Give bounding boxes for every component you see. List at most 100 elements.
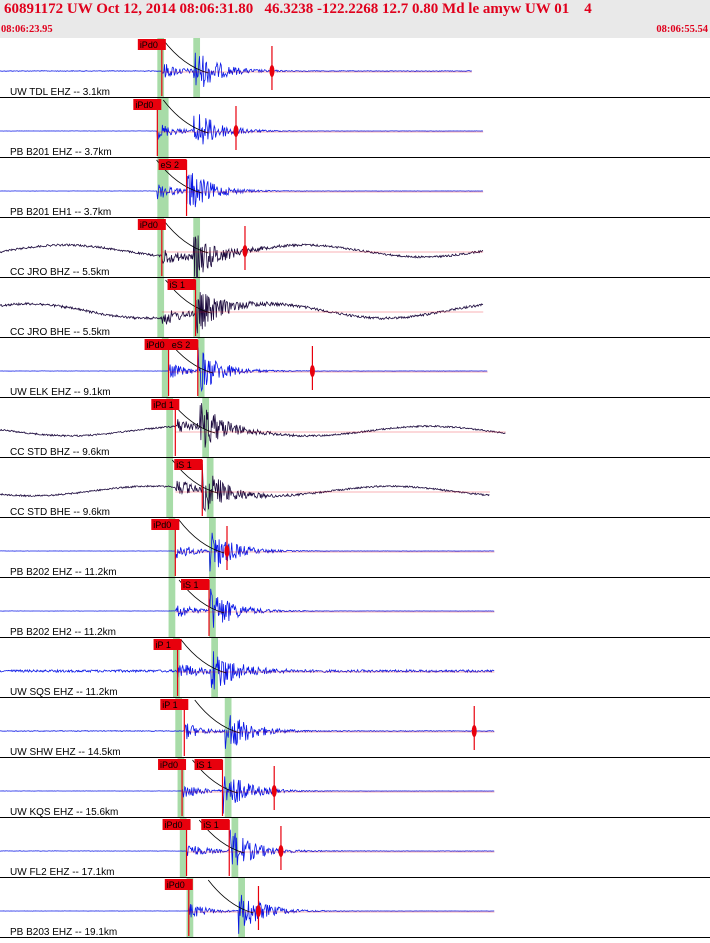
coda-tick-marker (309, 365, 315, 377)
trace-panel: iP 1 UW SQS EHZ -- 11.2km (0, 638, 710, 698)
p-pick-flag (151, 399, 180, 410)
p-window (166, 398, 174, 458)
p-pick-label: iPd0 (135, 100, 153, 110)
station-label: UW SHW EHZ -- 14.5km (10, 747, 121, 758)
trace-panel: iPd0 PB B201 EHZ -- 3.7km (0, 98, 710, 158)
s-pick-label: iS 1 (183, 580, 199, 590)
station-label: UW KQS EHZ -- 15.6km (10, 807, 118, 818)
coda-curve (180, 639, 227, 674)
station-label: UW TDL EHZ -- 3.1km (10, 87, 110, 98)
coda-tick-marker (269, 65, 275, 77)
waveform (0, 715, 495, 749)
trace-panel: iPd0 eS 2 UW ELK EHZ -- 9.1km (0, 338, 710, 398)
s-pick-label: iS 1 (197, 760, 213, 770)
p-window (168, 578, 176, 638)
station-label: CC STD BHZ -- 9.6km (10, 447, 109, 458)
s-pick-label: eS 2 (172, 340, 191, 350)
waveform (0, 588, 495, 628)
p-pick-flag (137, 219, 166, 230)
seismogram-panel: iPd0 UW TDL EHZ -- 3.1km iPd0 PB B201 EHZ -… (0, 38, 710, 938)
s-window (202, 398, 210, 458)
station-label: PB B201 EHZ -- 3.7km (10, 147, 112, 158)
coda-curve (178, 519, 225, 554)
waveform (0, 114, 483, 145)
end-time: 08:06:55.54 (656, 24, 708, 35)
s-pick-label: eS 2 (161, 160, 180, 170)
trace-panel: iPd0 iS 1 UW FL2 EHZ -- 17.1km (0, 818, 710, 878)
s-pick-flag (181, 579, 210, 590)
waveform (0, 651, 495, 690)
coda-curve (207, 879, 254, 914)
trace-panel: eS 2 PB B201 EH1 -- 3.7km (0, 158, 710, 218)
coda-tick-marker (233, 125, 239, 137)
waveform (0, 776, 495, 814)
station-label: UW ELK EHZ -- 9.1km (10, 387, 111, 398)
coda-tick-marker (255, 905, 261, 917)
waveform (0, 464, 490, 512)
station-label: UW SQS EHZ -- 11.2km (10, 687, 118, 698)
p-window (179, 818, 187, 878)
s-window (193, 38, 201, 98)
event-header: 60891172 UW Oct 12, 2014 08:06:31.80 46.… (0, 0, 710, 38)
station-label: PB B203 EHZ -- 19.1km (10, 927, 117, 938)
s-pick-flag (158, 159, 187, 170)
p-pick-label: iP 1 (156, 640, 171, 650)
p-window (166, 458, 174, 518)
start-time: 08:06:23.95 (1, 24, 53, 35)
coda-tick-marker (278, 845, 284, 857)
waveform (0, 292, 484, 334)
s-window (224, 758, 232, 818)
trace-panel: iS 1 CC JRO BHE -- 5.5km (0, 278, 710, 338)
p-pick-flag (133, 99, 162, 110)
trace-panel: iS 1 CC STD BHE -- 9.6km (0, 458, 710, 518)
s-window (231, 818, 239, 878)
p-window (157, 218, 165, 278)
p-pick-label: iP 1 (162, 700, 177, 710)
station-label: CC STD BHE -- 9.6km (10, 507, 110, 518)
waveform (0, 173, 483, 208)
s-window (211, 638, 219, 698)
p-window (173, 638, 180, 698)
waveform (0, 347, 488, 393)
p-pick-flag (151, 519, 180, 530)
waveform (0, 403, 506, 448)
p-pick-flag (137, 39, 166, 50)
trace-panel: iPd0 iS 1 UW KQS EHZ -- 15.6km (0, 758, 710, 818)
station-label: CC JRO BHZ -- 5.5km (10, 267, 109, 278)
station-label: PB B202 EH2 -- 11.2km (10, 627, 116, 638)
coda-curve (162, 99, 209, 134)
s-window (209, 518, 216, 578)
coda-tick-marker (242, 245, 248, 257)
p-pick-label: iPd0 (153, 520, 171, 530)
coda-tick-marker (224, 545, 230, 557)
p-window (157, 98, 165, 158)
coda-curve (162, 219, 209, 254)
s-pick-label: iS 1 (203, 820, 219, 830)
p-pick-label: iPd0 (165, 820, 183, 830)
trace-panel: iS 1 PB B202 EH2 -- 11.2km (0, 578, 710, 638)
coda-curve (194, 699, 240, 734)
p-window (175, 698, 183, 758)
p-window (161, 338, 169, 398)
waveform (0, 894, 495, 934)
station-label: PB B201 EH1 -- 3.7km (10, 207, 111, 218)
s-window (224, 698, 232, 758)
trace-panel: iPd0 PB B203 EHZ -- 19.1km (0, 878, 710, 938)
trace-panel: iPd0 CC JRO BHZ -- 5.5km (0, 218, 710, 279)
s-window (197, 338, 205, 398)
waveform (0, 235, 484, 279)
p-pick-flag (164, 879, 193, 890)
p-window (157, 278, 165, 338)
trace-panel: iP 1 UW SHW EHZ -- 14.5km (0, 698, 710, 758)
s-pick-flag (194, 759, 223, 770)
s-pick-flag (169, 339, 198, 350)
coda-tick-marker (471, 725, 477, 737)
waveform (0, 532, 495, 572)
p-window (168, 518, 176, 578)
station-label: UW FL2 EHZ -- 17.1km (10, 867, 114, 878)
waveform (0, 52, 472, 87)
station-label: CC JRO BHE -- 5.5km (10, 327, 110, 338)
s-window (206, 458, 214, 518)
p-pick-label: iPd0 (167, 880, 185, 890)
seismogram-svg: iPd0 UW TDL EHZ -- 3.1km iPd0 PB B201 EHZ -… (0, 38, 710, 938)
